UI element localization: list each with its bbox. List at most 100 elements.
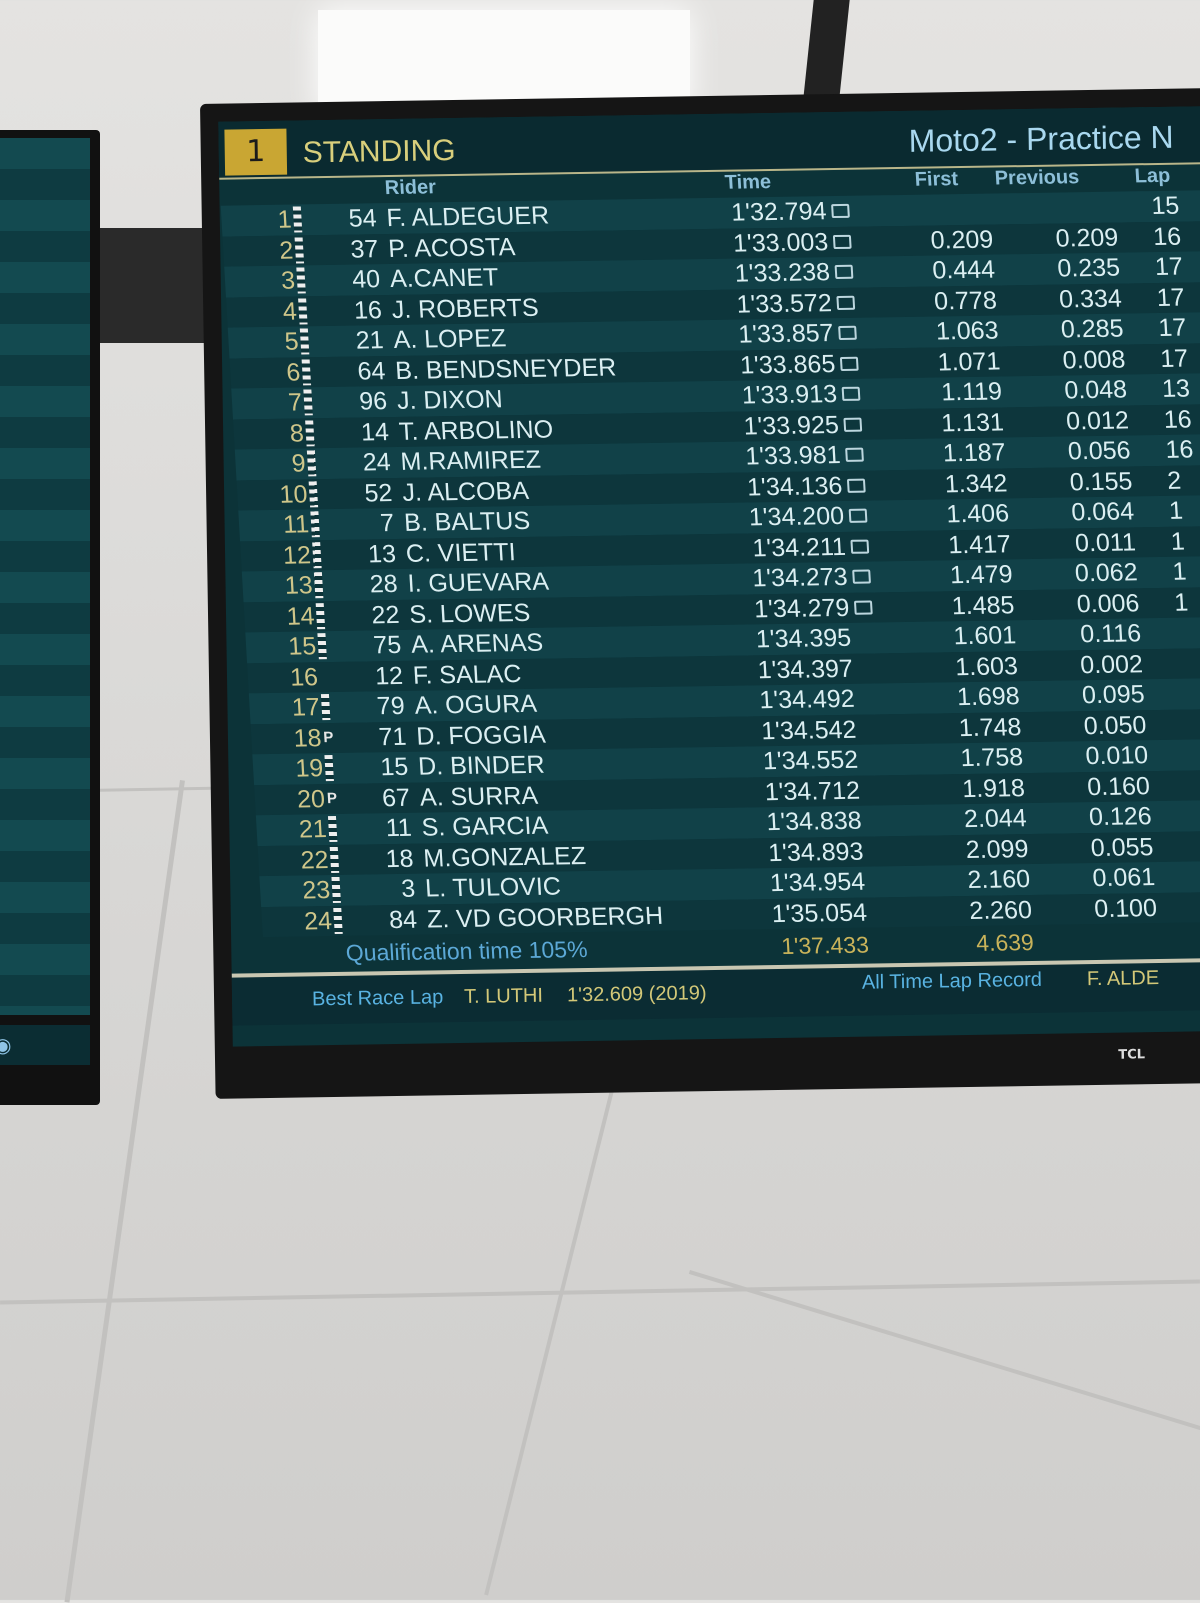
rider-number: 75 [372,630,402,660]
checkered-flag-icon [312,541,322,568]
all-time-lap-record-rider: F. ALDE [1086,967,1160,991]
position: 19 [294,754,324,783]
lap-time-icon [846,478,866,493]
rider-number: 13 [367,539,397,568]
rider-name: S. GARCIA [420,811,549,842]
column-header-laps: Lap [1134,164,1171,188]
gap-to-first: 1.601 [952,621,1017,651]
rider-number: 79 [376,691,406,721]
left-tv: ◉ [0,130,100,1105]
position: 6 [285,357,302,387]
position: 24 [303,906,333,935]
checkered-flag-icon [292,206,303,233]
gap-to-first: 2.260 [968,895,1033,925]
laps: 1 [1171,557,1188,586]
rider-number: 21 [354,326,385,355]
rider-name: M.RAMIREZ [399,445,542,476]
rider-number: 54 [347,204,378,233]
gap-to-previous: 0.155 [1068,466,1134,496]
gap-to-first: 1.479 [949,560,1014,590]
checkered-flag-icon [308,480,319,507]
lap-time: 1'33.857 [737,319,835,349]
position: 4 [282,297,298,326]
lap-time: 1'33.913 [741,380,838,410]
gap-to-first: 1.187 [942,438,1007,468]
rider-number: 24 [361,448,392,477]
gap-to-previous: 0.006 [1075,588,1141,618]
position: 20 [296,784,326,814]
best-race-lap-label: Best Race Lap [311,986,444,1011]
laps: 1 [1169,527,1186,556]
rider-number: 96 [358,387,388,416]
lap-time-icon [841,386,861,401]
gap-to-previous: 0.126 [1088,802,1153,832]
rider-name: A. LOPEZ [392,324,507,354]
position: 7 [287,388,303,417]
laps: 1 [1168,496,1184,525]
checkered-flag-icon [306,450,317,477]
rider-name: J. ALCOBA [401,476,530,507]
rider-name: J. ROBERTS [390,293,540,324]
session-title: Moto2 - Practice N [908,118,1174,159]
checkered-flag-icon [299,328,310,355]
position: 8 [289,418,305,448]
rider-number: 7 [379,509,395,538]
gap-to-first: 1.758 [959,743,1024,773]
rider-name: A. SURRA [419,781,539,812]
checkered-flag-icon [296,267,306,294]
position: 21 [298,815,328,844]
laps: 16 [1164,435,1195,464]
all-time-lap-record-label: All Time Lap Record [861,968,1043,994]
lap-time-icon [845,447,864,462]
column-header-previous: Previous [994,166,1080,190]
rider-name: C. VIETTI [405,537,517,568]
lap-time: 1'33.572 [735,288,833,319]
lap-time: 1'34.136 [746,471,844,501]
rider-number: 28 [369,569,399,599]
lap-time: 1'34.838 [765,806,863,837]
gap-to-previous: 0.002 [1079,649,1144,679]
checkered-flag-icon [315,602,326,629]
rider-number: 40 [351,265,381,294]
position: 1 [276,205,293,234]
checkered-flag-icon [294,236,305,264]
checkered-flag-icon [329,846,340,873]
gap-to-first: 2.044 [963,804,1028,834]
position: 12 [282,540,312,570]
timing-screen: 1 STANDING Moto2 - Practice N Rider Time… [218,105,1200,1047]
gap-to-previous: 0.095 [1081,680,1146,710]
rider-name: M.GONZALEZ [422,841,587,873]
gap-to-previous: 0.048 [1063,375,1128,405]
column-header-first: First [914,168,959,191]
rider-name: S. LOWES [408,598,532,629]
rider-name: F. SALAC [412,659,523,690]
best-race-lap-rider: T. LUTHI [463,984,544,1008]
lap-time: 1'33.981 [744,440,842,471]
lap-time: 1'32.794 [730,197,828,227]
laps: 13 [1161,374,1191,403]
position: 2 [278,236,295,265]
qualification-gap: 4.639 [975,929,1035,956]
lap-time: 1'34.712 [763,776,861,806]
lap-time: 1'35.054 [770,898,868,928]
lap-time-icon [839,356,859,371]
checkered-flag-icon [303,389,313,416]
laps: 16 [1152,222,1182,251]
laps: 17 [1157,313,1188,342]
checkered-flag-icon [305,419,315,446]
rider-name: A.CANET [389,263,500,294]
position: 23 [301,876,332,905]
rider-number: 71 [377,722,408,751]
rider-name: F. ALDEGUER [385,201,550,233]
lap-time: 1'34.492 [758,684,856,715]
rider-number: 11 [384,813,413,843]
gap-to-previous: 0.055 [1089,832,1155,862]
timing-tv: 1 STANDING Moto2 - Practice N Rider Time… [200,87,1200,1099]
position: 22 [299,845,330,875]
rider-number: 52 [363,478,394,507]
gap-to-previous: 0.334 [1058,284,1123,314]
rider-number: 3 [400,874,417,903]
best-race-lap-time: 1'32.609 (2019) [566,982,707,1007]
lap-time: 1'34.273 [751,562,849,593]
gap-to-previous: 0.050 [1082,710,1148,740]
